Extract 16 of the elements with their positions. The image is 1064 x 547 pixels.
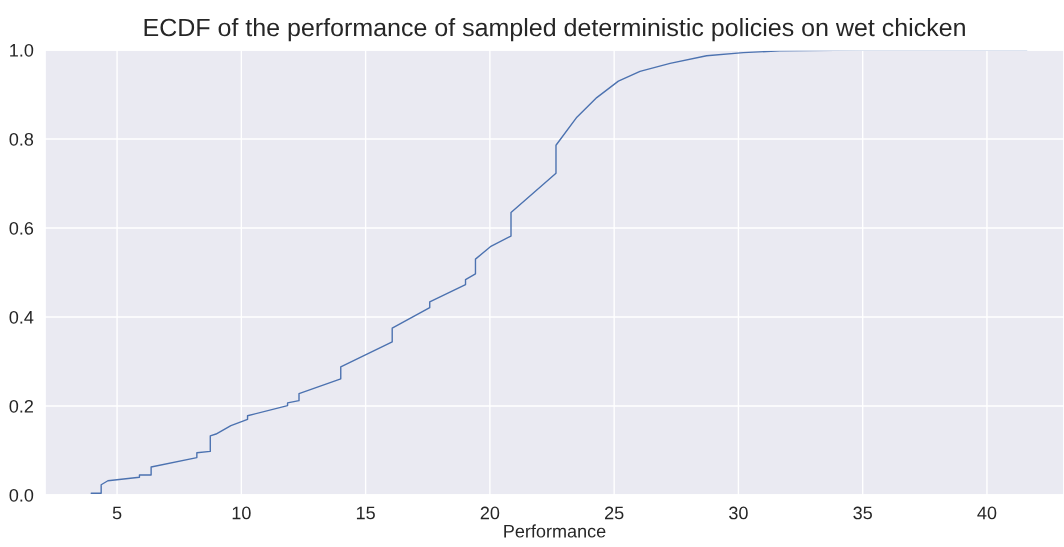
chart-title: ECDF of the performance of sampled deterministic policies on wet chicken — [144, 17, 965, 42]
y-tick-label: 1.0 — [10, 43, 34, 57]
x-tick-label: 15 — [356, 506, 375, 520]
y-tick-label: 0.4 — [9, 310, 34, 324]
x-tick-label: 25 — [605, 506, 624, 520]
y-tick-label: 0.8 — [9, 132, 34, 146]
x-tick-label: 20 — [480, 506, 500, 520]
x-tick-label: 30 — [729, 506, 748, 520]
x-axis-title: Performance — [504, 524, 606, 538]
y-tick-label: 0.6 — [9, 221, 34, 235]
y-tick-label: 0.0 — [9, 488, 34, 502]
x-tick-label: 40 — [977, 506, 997, 520]
x-tick-label: 35 — [853, 506, 872, 520]
y-tick-label: 0.2 — [9, 399, 33, 413]
x-tick-label: 10 — [232, 506, 251, 520]
x-tick-label: 5 — [112, 506, 122, 520]
